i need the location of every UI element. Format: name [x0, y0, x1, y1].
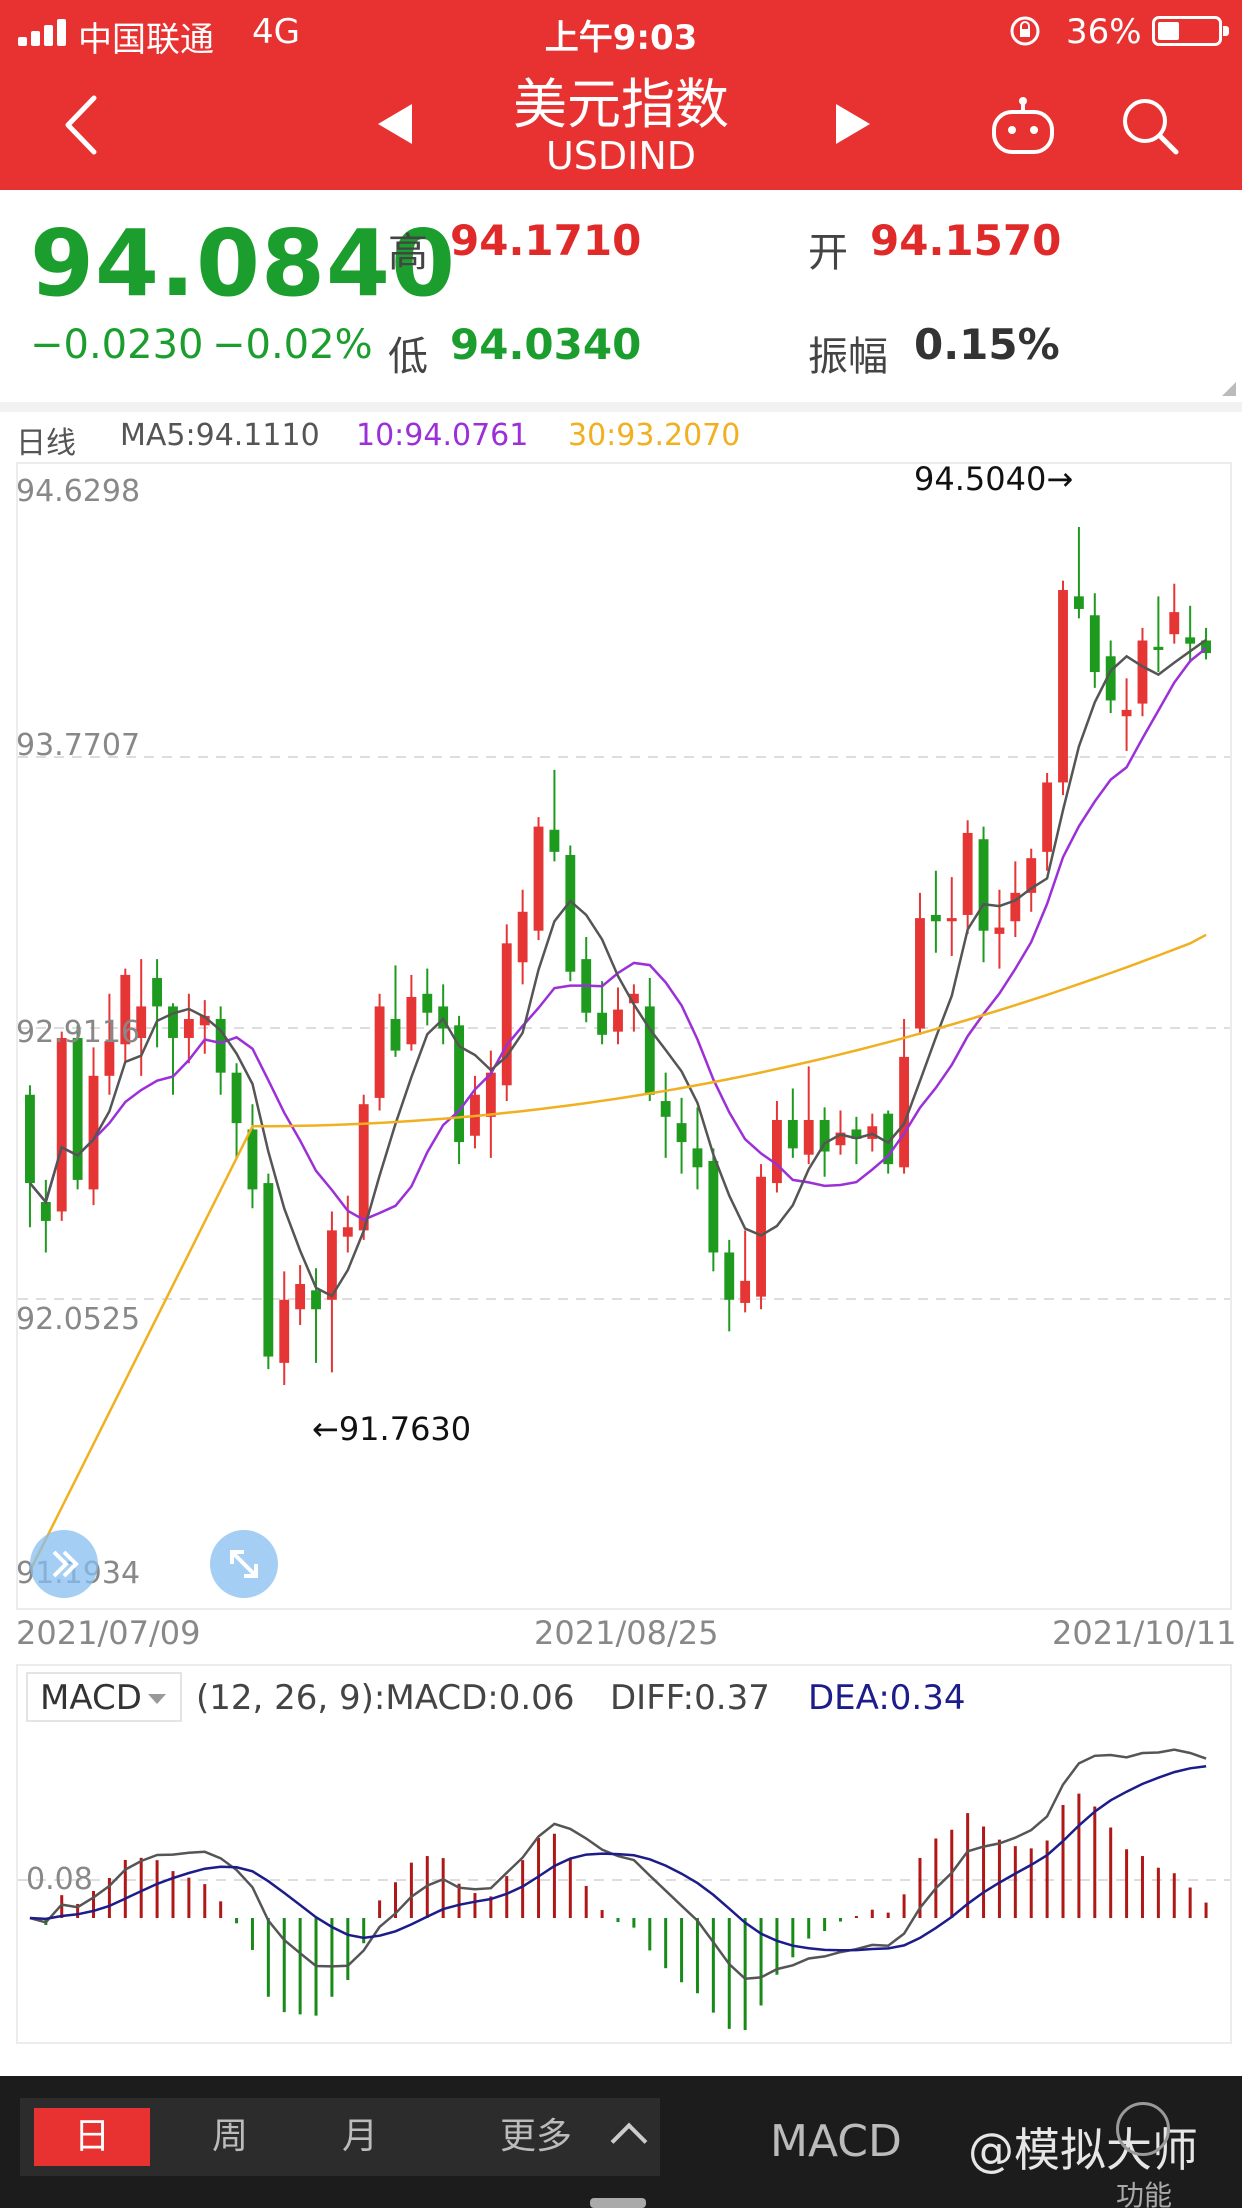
high-value: 94.1710: [450, 216, 642, 265]
macd-params: (12, 26, 9):MACD:0.06: [196, 1678, 575, 1718]
home-indicator: [590, 2198, 646, 2208]
ma5-label: MA5:94.1110: [120, 418, 320, 453]
expand-icon: [230, 1550, 258, 1578]
double-chevron-icon: [52, 1550, 79, 1578]
macd-panel[interactable]: [16, 1664, 1232, 2044]
tab-week[interactable]: 周: [211, 2116, 248, 2157]
app-header: 中国联通 4G 上午9:03 36% 美元指数 USDIND: [0, 0, 1242, 190]
period-tabs: 日 周 月 更多: [20, 2098, 660, 2176]
scroll-left-button[interactable]: [30, 1530, 98, 1598]
ma30-label: 30:93.2070: [568, 418, 741, 453]
rotation-lock-icon: [1010, 16, 1040, 46]
battery-icon: [1152, 16, 1229, 46]
high-label: 高: [388, 230, 428, 276]
date-label: 2021/08/25: [534, 1614, 719, 1652]
robot-assistant-icon[interactable]: [988, 96, 1058, 156]
indicator-selector-label: MACD: [40, 1678, 142, 1718]
y-tick-label: 93.7707: [16, 728, 141, 763]
instrument-code: USDIND: [545, 134, 697, 178]
quote-panel: 94.0840 −0.0230 −0.02% 高 94.1710 低 94.03…: [0, 190, 1242, 402]
bottom-toolbar: 日 周 月 更多 MACD @模拟大师 功能: [0, 2076, 1242, 2208]
y-tick-label: 94.6298: [16, 474, 141, 509]
price-change-percent: −0.02%: [212, 322, 373, 368]
status-bar: 中国联通 4G 上午9:03 36%: [0, 0, 1242, 60]
next-instrument-icon[interactable]: [832, 102, 872, 146]
network-type: 4G: [252, 12, 300, 52]
tab-month[interactable]: 月: [341, 2116, 378, 2157]
ma-legend: 日线 MA5:94.1110 10:94.0761 30:93.2070: [0, 418, 1242, 462]
battery-percentage: 36%: [1066, 12, 1142, 52]
fullscreen-button[interactable]: [210, 1530, 278, 1598]
search-icon[interactable]: [1118, 94, 1182, 158]
page-title: 美元指数: [513, 73, 729, 136]
chevron-up-icon[interactable]: [610, 2122, 648, 2160]
macd-level-label: 0.08: [26, 1862, 93, 1897]
period-label: 日线: [16, 426, 76, 461]
expand-corner-icon[interactable]: [1222, 382, 1236, 396]
open-label: 开: [808, 230, 848, 276]
section-divider: [0, 402, 1242, 412]
max-price-annotation: 94.5040→: [914, 460, 1074, 498]
indicator-selector[interactable]: MACD: [26, 1672, 182, 1722]
macd-dea: DEA:0.34: [808, 1678, 966, 1718]
macd-diff: DIFF:0.37: [610, 1678, 770, 1718]
signal-icon: [18, 18, 68, 46]
amplitude-label: 振幅: [808, 334, 888, 380]
low-value: 94.0340: [450, 320, 642, 369]
y-tick-label: 92.0525: [16, 1302, 141, 1337]
previous-instrument-icon[interactable]: [376, 102, 416, 146]
low-label: 低: [388, 334, 428, 380]
kline-chart-frame[interactable]: [16, 462, 1232, 1610]
min-price-annotation: ←91.7630: [312, 1410, 472, 1448]
carrier-name: 中国联通: [78, 20, 214, 60]
ma10-label: 10:94.0761: [356, 418, 529, 453]
more-menu-button[interactable]: 更多: [499, 2116, 572, 2157]
clock: 上午9:03: [544, 18, 698, 58]
price-change: −0.0230: [30, 322, 204, 368]
amplitude-value: 0.15%: [914, 320, 1060, 369]
indicator-button[interactable]: MACD: [770, 2116, 902, 2167]
function-icon[interactable]: [1116, 2102, 1170, 2156]
date-label: 2021/10/11: [1052, 1614, 1237, 1652]
back-icon[interactable]: [58, 92, 106, 158]
dropdown-caret-icon: [148, 1694, 166, 1704]
y-tick-label: 92.9116: [16, 1015, 141, 1050]
tab-day[interactable]: 日: [34, 2108, 150, 2166]
open-value: 94.1570: [870, 216, 1062, 265]
last-price: 94.0840: [30, 210, 457, 317]
date-label: 2021/07/09: [16, 1614, 201, 1652]
function-label[interactable]: 功能: [1116, 2179, 1173, 2208]
